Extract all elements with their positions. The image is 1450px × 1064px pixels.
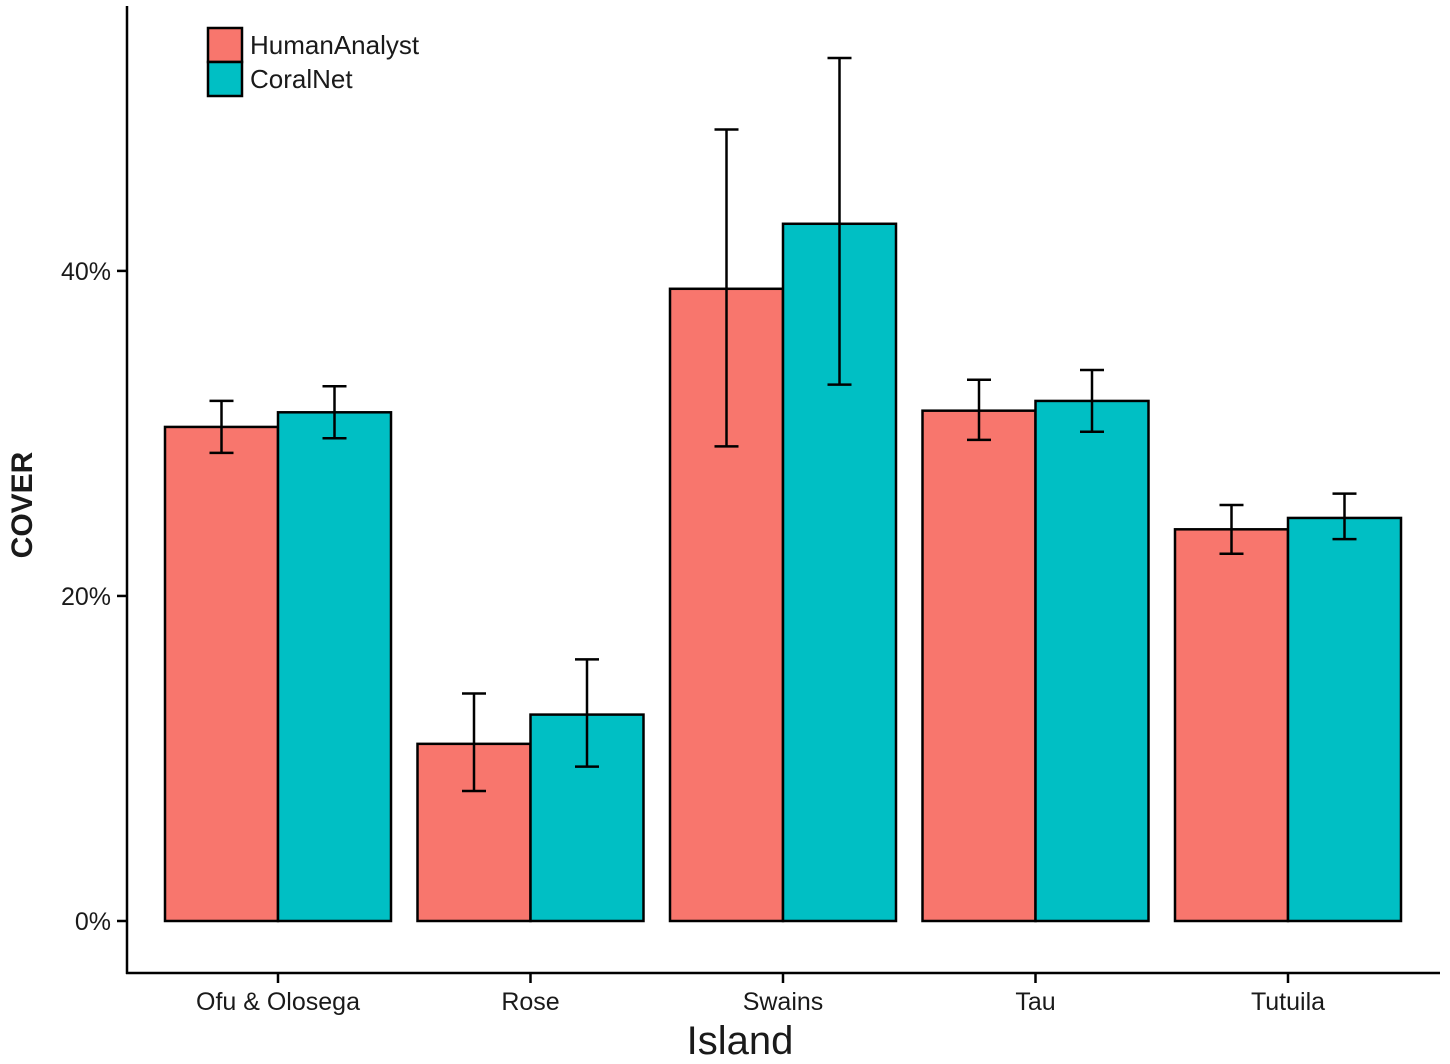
y-tick-label: 20% (61, 583, 111, 611)
x-tick-label-swains: Swains (743, 988, 824, 1016)
legend-item-coralnet: CoralNet (206, 60, 353, 98)
error-bar-coralnet-rose (575, 658, 599, 768)
y-tick-label: 40% (61, 258, 111, 286)
x-tick-label-tutuila: Tutuila (1251, 988, 1325, 1016)
legend: HumanAnalyst CoralNet (206, 26, 420, 98)
bar-humananalyst-tau (921, 409, 1037, 923)
bar-coralnet-tau (1034, 399, 1150, 923)
legend-swatch (206, 26, 244, 64)
x-axis-title: Island (687, 1019, 794, 1063)
legend-item-humananalyst: HumanAnalyst (206, 26, 420, 64)
error-bar-humananalyst-swains (714, 128, 739, 448)
error-bar-coralnet-ofu-olosega (322, 385, 347, 440)
legend-swatch (206, 60, 244, 98)
y-axis-title: COVER (6, 451, 39, 558)
legend-label: CoralNet (250, 64, 353, 94)
bar-humananalyst-ofu-olosega (163, 425, 280, 923)
y-ticks: 0% 20% 40% (61, 258, 127, 936)
error-bars-layer (209, 56, 1357, 793)
error-bar-coralnet-swains (827, 56, 852, 386)
bar-coralnet-tutuila (1286, 516, 1403, 923)
y-tick-label: 0% (75, 908, 111, 936)
error-bar-humananalyst-ofu-olosega (209, 399, 234, 455)
x-tick-label-rose: Rose (501, 988, 559, 1016)
error-bar-coralnet-tutuila (1332, 492, 1357, 541)
error-bar-humananalyst-tutuila (1219, 503, 1244, 555)
bar-coralnet-ofu-olosega (276, 411, 393, 923)
error-bar-humananalyst-rose (462, 692, 486, 793)
x-ticks: Ofu & Olosega Rose Swains Tau Tutuila (196, 973, 1325, 1016)
bar-humananalyst-tutuila (1173, 528, 1290, 923)
bars-layer (163, 222, 1403, 923)
error-bar-humananalyst-tau (967, 378, 991, 442)
x-tick-label-tau: Tau (1015, 988, 1055, 1016)
error-bar-coralnet-tau (1080, 368, 1104, 434)
legend-label: HumanAnalyst (250, 30, 420, 60)
x-tick-label-ofu-olosega: Ofu & Olosega (196, 988, 360, 1016)
